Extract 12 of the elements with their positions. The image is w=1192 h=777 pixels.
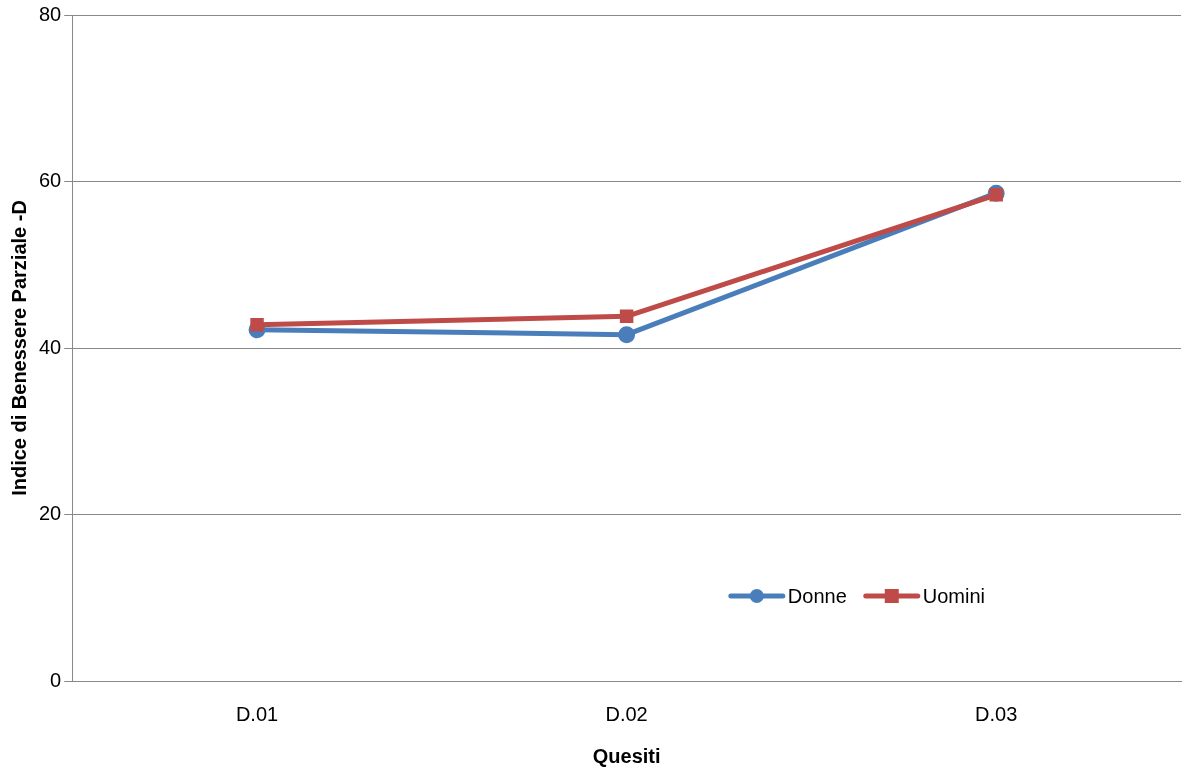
- y-tick-label: 80: [39, 2, 62, 25]
- y-tick-label: 0: [50, 668, 62, 691]
- x-tick-label: D.02: [605, 702, 648, 725]
- x-axis-title: Quesiti: [592, 744, 661, 767]
- y-tick-label: 40: [39, 335, 62, 358]
- y-tick-label: 20: [39, 502, 62, 525]
- legend-label: Donne: [787, 584, 847, 607]
- y-tick-label: 60: [39, 169, 62, 192]
- x-tick-label: D.01: [235, 702, 279, 725]
- x-tick-label: D.03: [975, 702, 1018, 725]
- legend-label: Uomini: [922, 584, 986, 607]
- y-axis-title: Indice di Benessere Parziale -D: [7, 200, 30, 496]
